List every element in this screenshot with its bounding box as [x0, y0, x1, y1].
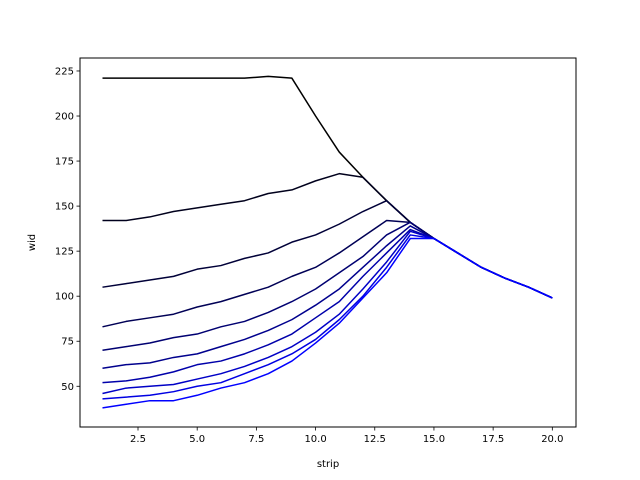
x-axis-label: strip [317, 459, 339, 470]
y-tick-label: 75 [61, 337, 74, 348]
y-axis: 50 75 100 125 150 175 200 225 [55, 66, 80, 393]
x-tick-label: 2.5 [130, 434, 146, 445]
y-tick-label: 50 [61, 382, 74, 393]
x-tick-label: 5.0 [189, 434, 205, 445]
series-line-10 [102, 237, 553, 409]
y-axis-label: wid [27, 234, 38, 251]
x-tick-label: 20.0 [541, 434, 563, 445]
y-tick-label: 200 [55, 112, 74, 123]
y-tick-label: 175 [55, 157, 74, 168]
series-layer [102, 75, 553, 409]
x-tick-label: 15.0 [423, 434, 445, 445]
x-tick-label: 7.5 [248, 434, 264, 445]
x-tick-label: 12.5 [364, 434, 386, 445]
x-tick-label: 17.5 [482, 434, 504, 445]
y-tick-label: 150 [55, 202, 74, 213]
y-tick-label: 100 [55, 292, 74, 303]
y-tick-label: 225 [55, 66, 74, 77]
x-axis: 2.5 5.0 7.5 10.0 12.5 15.0 17.5 20.0 [130, 427, 563, 445]
y-tick-label: 125 [55, 247, 74, 258]
x-tick-label: 10.0 [304, 434, 326, 445]
plot-frame [79, 57, 577, 428]
